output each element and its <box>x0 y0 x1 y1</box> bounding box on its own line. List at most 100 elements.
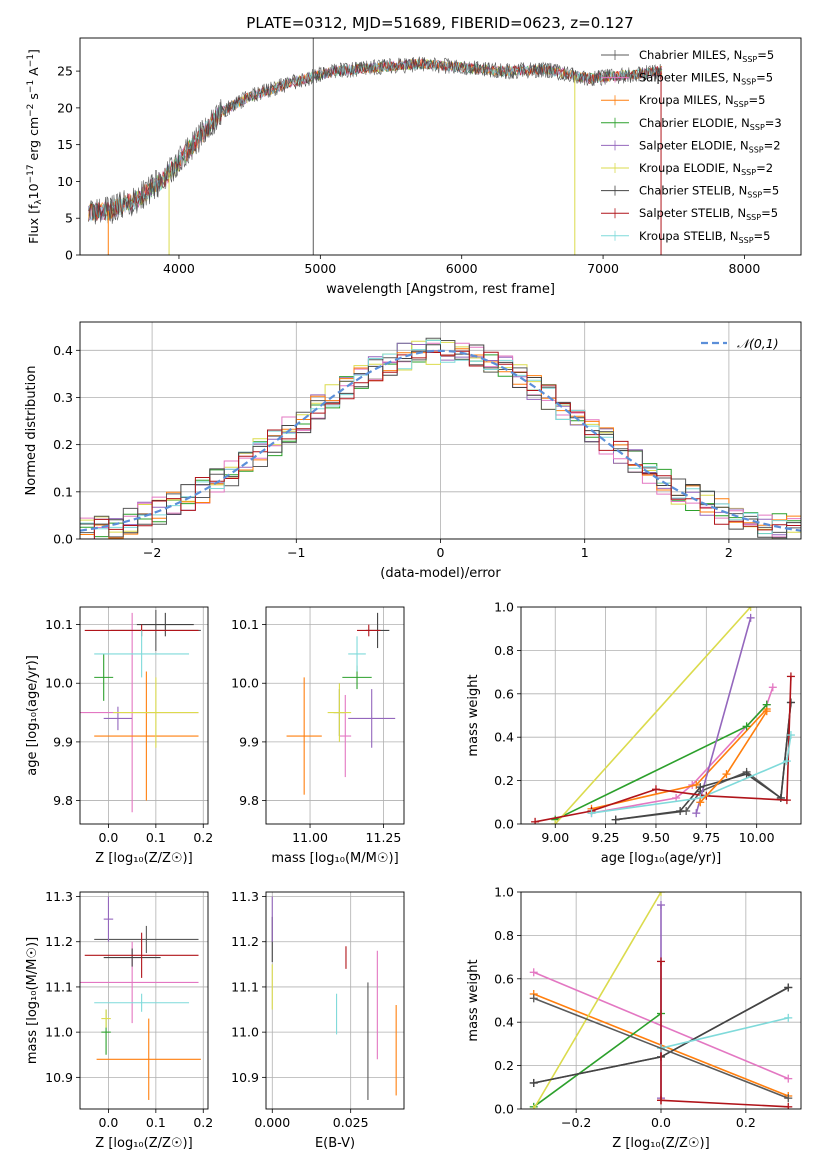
y-tick-label: 25 <box>57 64 73 79</box>
y-label-part: A <box>26 67 41 80</box>
panel-z-age: 0.0 0.1 0.2 9.8 9.9 10.0 10.1 Z [log₁₀(Z/Z☉)] ag… <box>25 606 213 866</box>
y-label-part: −17 <box>26 164 36 183</box>
y-tick-label: 0.0 <box>494 817 514 832</box>
x-tick-label: 0.2 <box>736 1115 756 1130</box>
y-tick-label: 0.2 <box>53 437 73 452</box>
x-tick-label: 9.25 <box>592 830 620 845</box>
x-tick-label: 2 <box>725 545 733 560</box>
legend-sub: SSP <box>750 123 765 132</box>
y-axis-label: Flux [fλ10−17 erg cm−2 s−1 A−1] <box>26 49 44 244</box>
axes-frame <box>79 606 209 825</box>
legend-entry-0: Chabrier MILES, NSSP=5 <box>639 48 774 64</box>
spectrum-line-3 <box>88 59 663 219</box>
x-tick-label: 11.00 <box>292 830 328 845</box>
plot-area <box>80 607 208 824</box>
y-tick-label: 0 <box>65 248 73 263</box>
x-tick-label: 0.2 <box>193 1115 213 1130</box>
legend-suffix: =5 <box>749 93 766 107</box>
legend-text: Kroupa ELODIE, N <box>639 161 741 175</box>
y-tick-label: 11.1 <box>45 979 73 994</box>
spectrum-line-6 <box>88 56 663 225</box>
plot-area <box>80 892 208 1109</box>
plot-area <box>521 892 801 1109</box>
legend-sub: SSP <box>741 168 756 177</box>
x-tick-label: 7000 <box>587 261 619 276</box>
weight-line-5 <box>554 607 752 824</box>
weight-line-9 <box>660 1017 789 1049</box>
weight-line-1 <box>591 687 774 814</box>
legend-entry-gauss: 𝒩(0,1) <box>737 336 779 351</box>
legend-text: Chabrier MILES, N <box>639 48 742 62</box>
x-axis-label: wavelength [Angstrom, rest frame] <box>326 282 555 297</box>
weight-line-4 <box>695 617 752 814</box>
y-tick-label: 0.8 <box>494 928 514 943</box>
panel-spectrum: 4000 5000 6000 7000 8000 0 5 10 15 20 25 wavelength… <box>26 37 802 297</box>
panel-ebv-mass: 0.000 0.025 10.9 11.0 11.1 11.2 11.3 E(B-V) <box>231 889 405 1151</box>
panel-z-mass: 0.0 0.1 0.2 10.9 11.0 11.1 11.2 11.3 Z [log₁₀(Z/… <box>25 889 213 1151</box>
legend-entry-1: Salpeter MILES, NSSP=5 <box>639 71 773 87</box>
legend-entry-6: Chabrier STELIB, NSSP=5 <box>639 184 779 200</box>
y-label-part: ] <box>26 49 41 54</box>
panel-residuals: −2 −1 0 1 2 0.0 0.1 0.2 0.3 0.4 (data-model)/error… <box>24 321 802 581</box>
legend-sub: SSP <box>747 191 762 200</box>
y-tick-label: 10.1 <box>45 617 73 632</box>
weight-line-7 <box>660 1099 789 1108</box>
y-tick-label: 20 <box>57 100 73 115</box>
y-tick-label: 1.0 <box>494 885 514 900</box>
panel-mass-age: 11.00 11.25 9.8 9.9 10.0 10.1 mass [log₁₀(M/M☉… <box>231 606 405 866</box>
legend-text: Salpeter MILES, N <box>639 71 741 85</box>
y-tick-label: 0.6 <box>494 686 514 701</box>
x-tick-label: 6000 <box>446 261 478 276</box>
legend-text: Kroupa MILES, N <box>639 93 734 107</box>
y-tick-label: 9.8 <box>53 793 73 808</box>
x-tick-label: 0 <box>437 545 445 560</box>
legend-entry-4: Salpeter ELODIE, NSSP=2 <box>639 138 781 154</box>
x-tick-label: −1 <box>287 545 305 560</box>
legend-text: Chabrier ELODIE, N <box>639 116 750 130</box>
x-tick-label: 5000 <box>304 261 336 276</box>
weight-line-7 <box>534 676 792 823</box>
x-tick-label: 9.50 <box>642 830 670 845</box>
legend-sub: SSP <box>749 145 764 154</box>
legend-suffix: =2 <box>764 138 781 152</box>
plot-area <box>266 607 404 824</box>
legend-suffix: =5 <box>754 229 771 243</box>
y-tick-label: 0.4 <box>53 343 73 358</box>
y-axis-label: mass weight <box>466 674 481 756</box>
x-axis-label: (data-model)/error <box>380 566 501 581</box>
x-tick-label: 9.00 <box>541 830 569 845</box>
y-tick-label: 10 <box>57 174 73 189</box>
y-tick-label: 0.0 <box>53 532 73 547</box>
y-tick-label: 0.4 <box>494 730 514 745</box>
y-tick-label: 5 <box>65 211 73 226</box>
legend-entry-8: Kroupa STELIB, NSSP=5 <box>639 229 770 245</box>
axes-frame <box>79 37 802 256</box>
plot-area <box>266 892 404 1109</box>
legend-suffix: =5 <box>762 184 779 198</box>
legend-suffix: =5 <box>756 71 773 85</box>
legend-suffix: =5 <box>757 48 774 62</box>
y-axis-label: age [log₁₀(age/yr)] <box>25 655 40 776</box>
y-tick-label: 10.0 <box>45 676 73 691</box>
y-tick-label: 10.9 <box>45 1070 73 1085</box>
x-tick-label: 0.2 <box>193 830 213 845</box>
axes-frame <box>520 891 802 1110</box>
y-tick-label: 11.2 <box>45 934 73 949</box>
axes-frame <box>79 321 802 540</box>
legend-sub: SSP <box>739 236 754 245</box>
x-tick-label: 1 <box>581 545 589 560</box>
spectrum-line-7 <box>88 59 663 221</box>
y-tick-label: 0.2 <box>494 1058 514 1073</box>
y-axis-label: mass [log₁₀(M/M☉)] <box>25 937 40 1064</box>
legend-entry-3: Chabrier ELODIE, NSSP=3 <box>639 116 782 132</box>
spectrum-line-8 <box>88 58 663 222</box>
spectrum-line-5 <box>88 58 663 221</box>
x-tick-label: −0.2 <box>561 1115 591 1130</box>
y-axis-label: Normed distribution <box>24 366 39 496</box>
y-label-part: −1 <box>26 54 36 67</box>
legend-entry-2: Kroupa MILES, NSSP=5 <box>639 93 765 109</box>
y-tick-label: 0.2 <box>494 773 514 788</box>
y-tick-label: 11.1 <box>231 979 259 994</box>
x-tick-label: 0.0 <box>651 1115 671 1130</box>
